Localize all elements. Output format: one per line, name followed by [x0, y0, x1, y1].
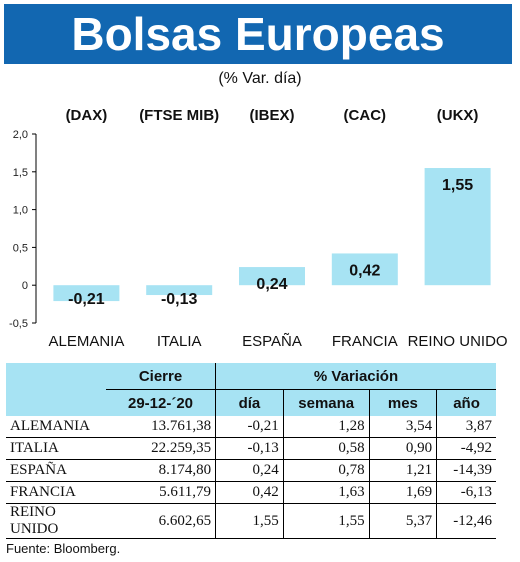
- data-label: -0,13: [161, 291, 198, 308]
- row-semana: 0,78: [282, 459, 370, 482]
- data-label: 0,42: [349, 262, 380, 279]
- row-country: REINO UNIDO: [6, 503, 106, 539]
- row-mes: 1,69: [368, 481, 437, 504]
- y-tick-label: 1,5: [13, 167, 28, 179]
- table-header-blank: [6, 363, 106, 390]
- table-header-date: 29-12-´20: [105, 389, 216, 416]
- table-header-ano: año: [436, 389, 496, 416]
- table-header-mes: mes: [368, 389, 437, 416]
- data-label: 1,55: [442, 177, 473, 194]
- page-title: Bolsas Europeas: [4, 4, 512, 64]
- table-row: ESPAÑA 8.174,80 0,24 0,78 1,21 -14,39: [6, 459, 496, 482]
- data-label: 0,24: [256, 276, 287, 293]
- row-country: ALEMANIA: [6, 416, 106, 438]
- category-label: ESPAÑA: [242, 333, 302, 350]
- row-mes: 1,21: [368, 459, 437, 482]
- table-header-variacion: % Variación: [215, 363, 496, 390]
- chart-area: 2,0 1,5 1,0 0,5 0 -0,5 -0,21 (DAX) ALEMANIA -0,13…: [9, 107, 508, 350]
- data-table: Cierre % Variación 29-12-´20 día semana …: [6, 363, 496, 539]
- category-label: ITALIA: [157, 333, 202, 350]
- y-tick-label: 2,0: [13, 129, 28, 141]
- row-semana: 1,28: [282, 416, 370, 438]
- table-header-semana: semana: [282, 389, 370, 416]
- category-label: ALEMANIA: [48, 333, 124, 350]
- row-dia: -0,13: [215, 437, 284, 460]
- row-ano: -6,13: [436, 481, 496, 504]
- table-header-blank-2: [6, 389, 106, 416]
- index-label: (UKX): [437, 107, 479, 124]
- table-row: ITALIA 22.259,35 -0,13 0,58 0,90 -4,92: [6, 437, 496, 460]
- row-ano: 3,87: [436, 416, 496, 438]
- index-label: (IBEX): [250, 107, 295, 124]
- y-tick-label: 0: [22, 280, 28, 292]
- row-country: ITALIA: [6, 437, 106, 460]
- row-cierre: 22.259,35: [105, 437, 216, 460]
- row-semana: 1,55: [282, 503, 370, 539]
- table-row: FRANCIA 5.611,79 0,42 1,63 1,69 -6,13: [6, 481, 496, 504]
- row-ano: -4,92: [436, 437, 496, 460]
- index-label: (DAX): [66, 107, 108, 124]
- row-ano: -12,46: [436, 503, 496, 539]
- row-dia: 0,24: [215, 459, 284, 482]
- chart-subtitle: (% Var. día): [218, 70, 302, 87]
- y-tick-label: 0,5: [13, 242, 28, 254]
- index-label: (FTSE MIB): [139, 107, 219, 124]
- data-label: -0,21: [68, 291, 105, 308]
- row-cierre: 13.761,38: [105, 416, 216, 438]
- source-note: Fuente: Bloomberg.: [6, 541, 121, 556]
- row-dia: 0,42: [215, 481, 284, 504]
- row-ano: -14,39: [436, 459, 496, 482]
- table-header-cierre: Cierre: [105, 363, 216, 390]
- row-country: FRANCIA: [6, 481, 106, 504]
- row-mes: 5,37: [368, 503, 437, 539]
- bar: [239, 267, 305, 286]
- row-semana: 0,58: [282, 437, 370, 460]
- row-cierre: 5.611,79: [105, 481, 216, 504]
- bar: [331, 253, 398, 286]
- row-mes: 3,54: [368, 416, 437, 438]
- y-tick-label: -0,5: [9, 318, 28, 330]
- table-header-dia: día: [215, 389, 284, 416]
- table-row: ALEMANIA 13.761,38 -0,21 1,28 3,54 3,87: [6, 416, 496, 438]
- bar-chart: 2,0 1,5 1,0 0,5 0 -0,5 -0,21 (DAX) ALEMANIA -0,13…: [9, 107, 508, 350]
- category-label: REINO UNIDO: [408, 333, 508, 350]
- table-row: REINO UNIDO 6.602,65 1,55 1,55 5,37 -12,…: [6, 503, 496, 539]
- row-mes: 0,90: [368, 437, 437, 460]
- index-label: (CAC): [344, 107, 387, 124]
- bar: [53, 285, 120, 302]
- row-dia: -0,21: [215, 416, 284, 438]
- category-label: FRANCIA: [332, 333, 398, 350]
- row-cierre: 6.602,65: [105, 503, 216, 539]
- bar: [424, 168, 491, 286]
- y-tick-label: 1,0: [13, 205, 28, 217]
- row-cierre: 8.174,80: [105, 459, 216, 482]
- row-dia: 1,55: [215, 503, 284, 539]
- row-country: ESPAÑA: [6, 459, 106, 482]
- bar: [146, 285, 213, 296]
- row-semana: 1,63: [282, 481, 370, 504]
